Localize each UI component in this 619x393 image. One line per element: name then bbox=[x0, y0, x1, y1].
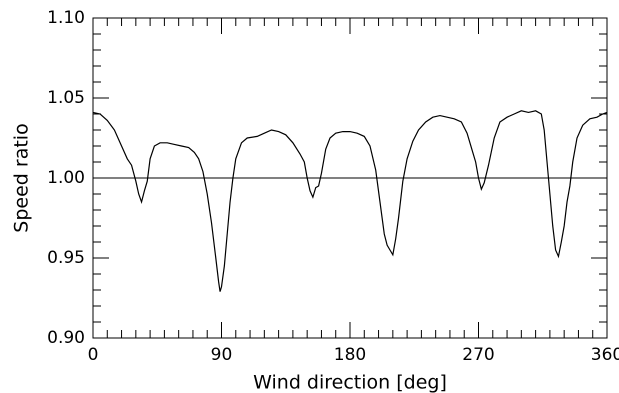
y-tick-label: 1.05 bbox=[47, 88, 85, 108]
x-tick-label: 90 bbox=[211, 345, 233, 365]
x-tick-label: 360 bbox=[591, 345, 619, 365]
x-tick-label: 270 bbox=[462, 345, 494, 365]
x-tick-label: 0 bbox=[88, 345, 99, 365]
y-tick-label: 1.10 bbox=[47, 8, 85, 28]
y-tick-label: 1.00 bbox=[47, 168, 85, 188]
x-tick-label: 180 bbox=[334, 345, 366, 365]
y-tick-label: 0.95 bbox=[47, 248, 85, 268]
y-axis-label: Speed ratio bbox=[11, 123, 33, 232]
data-line bbox=[92, 110, 608, 292]
y-tick-label: 0.90 bbox=[47, 328, 85, 348]
x-axis-label: Wind direction [deg] bbox=[253, 372, 447, 393]
